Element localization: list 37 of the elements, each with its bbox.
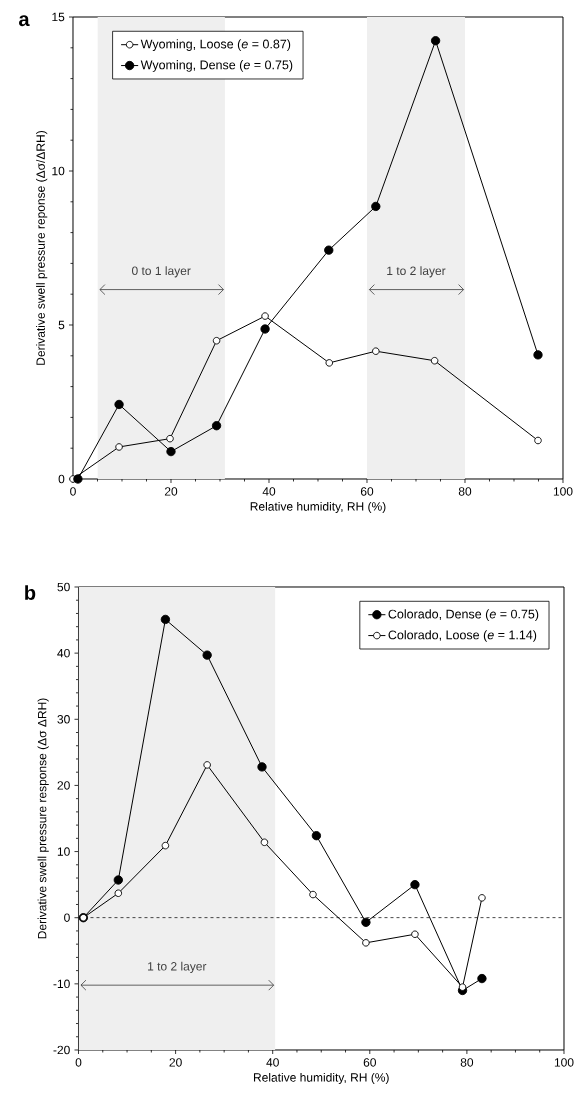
x-tick-label: 20 bbox=[164, 487, 178, 496]
x-tick-label: 0 bbox=[75, 1058, 82, 1067]
y-tick-label: 10 bbox=[57, 847, 70, 856]
legend-label: Colorado, Dense (e = 0.75) bbox=[388, 609, 539, 621]
x-tick-label: 40 bbox=[266, 1058, 279, 1067]
y-tick-label: 15 bbox=[52, 12, 65, 22]
x-tick-label: 100 bbox=[554, 1058, 574, 1067]
chart-title: a bbox=[19, 15, 30, 27]
legend-label: Wyoming, Loose (e = 0.87) bbox=[140, 39, 291, 51]
x-tick-label: 60 bbox=[360, 487, 374, 496]
x-tick-label: 0 bbox=[70, 487, 76, 496]
x-axis-title: Relative humidity, RH (%) bbox=[250, 501, 386, 514]
x-axis-title: Relative humidity, RH (%) bbox=[254, 1072, 389, 1085]
y-tick-label: 40 bbox=[57, 648, 70, 658]
y-tick-label: -10 bbox=[53, 979, 70, 989]
band-label: 1 to 2 layer bbox=[387, 266, 446, 278]
y-tick-label: 5 bbox=[58, 320, 65, 330]
y-axis-title: Derivative swell pressure response (Δσ ΔRH) bbox=[37, 698, 49, 939]
x-tick-label: 80 bbox=[458, 487, 472, 496]
band-label: 0 to 1 layer bbox=[131, 266, 191, 278]
y-tick-label: 30 bbox=[57, 715, 70, 724]
y-tick-label: 10 bbox=[52, 166, 65, 176]
x-tick-label: 40 bbox=[262, 487, 276, 496]
y-axis-title: Derivative swell pressure reponse (Δσ/ΔRH) bbox=[36, 131, 48, 365]
band-label: 1 to 2 layer bbox=[148, 961, 207, 973]
y-tick-label: -20 bbox=[53, 1045, 70, 1055]
legend-label: Wyoming, Dense (e = 0.75) bbox=[140, 60, 293, 72]
x-tick-label: 100 bbox=[553, 487, 573, 496]
y-tick-label: 0 bbox=[58, 474, 65, 484]
x-tick-label: 80 bbox=[460, 1058, 474, 1067]
legend-label: Colorado, Loose (e = 1.14) bbox=[388, 630, 537, 642]
y-tick-label: 0 bbox=[64, 913, 70, 922]
x-tick-label: 60 bbox=[363, 1058, 376, 1067]
x-tick-label: 20 bbox=[169, 1058, 182, 1067]
y-tick-label: 20 bbox=[57, 781, 70, 790]
chart-title: b bbox=[25, 585, 36, 600]
y-tick-label: 50 bbox=[57, 582, 70, 592]
